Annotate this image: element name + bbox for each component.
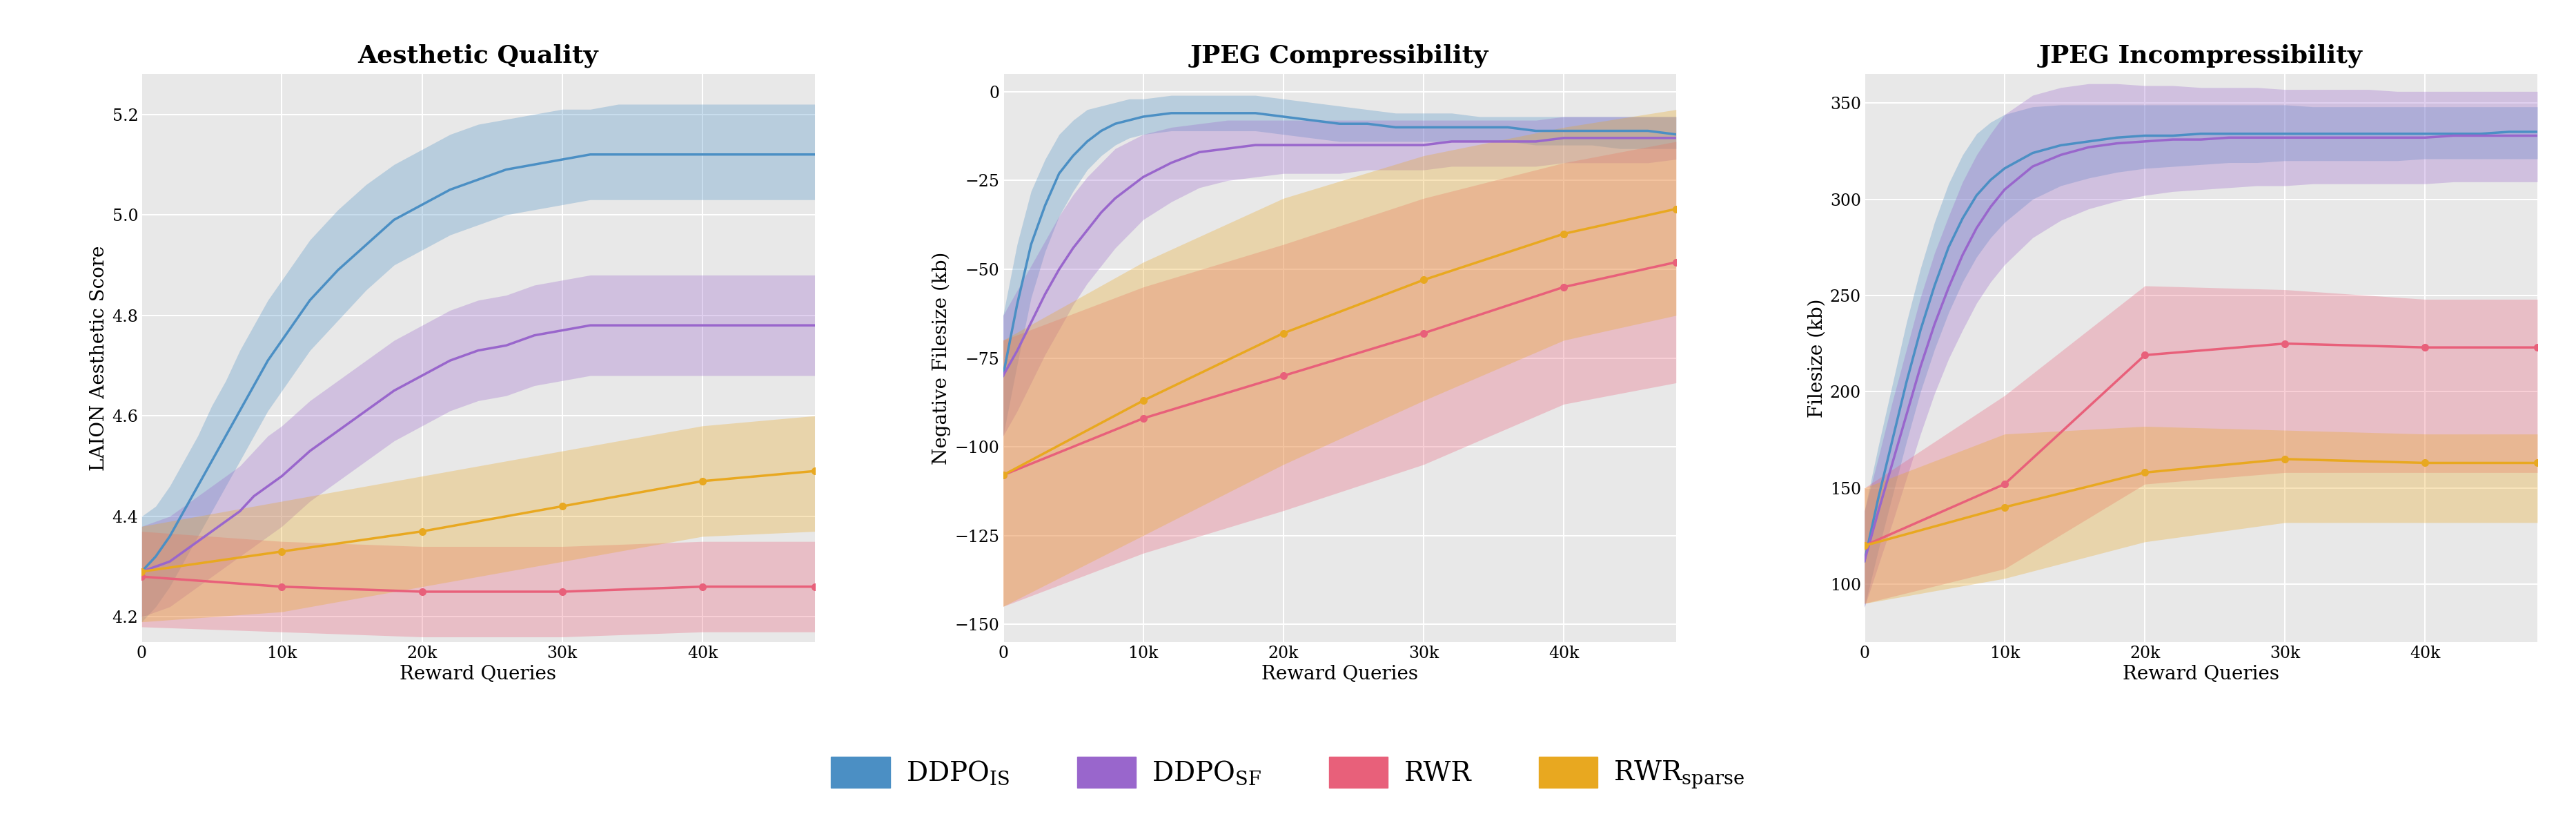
X-axis label: Reward Queries: Reward Queries bbox=[1262, 665, 1417, 684]
Legend: DDPO$_\mathrm{IS}$, DDPO$_\mathrm{SF}$, RWR, RWR$_\mathrm{sparse}$: DDPO$_\mathrm{IS}$, DDPO$_\mathrm{SF}$, … bbox=[819, 746, 1757, 802]
Title: JPEG Compressibility: JPEG Compressibility bbox=[1190, 44, 1489, 67]
Y-axis label: Filesize (kb): Filesize (kb) bbox=[1808, 299, 1826, 417]
Y-axis label: LAION Aesthetic Score: LAION Aesthetic Score bbox=[90, 245, 108, 471]
Title: JPEG Incompressibility: JPEG Incompressibility bbox=[2040, 44, 2362, 67]
X-axis label: Reward Queries: Reward Queries bbox=[2123, 665, 2280, 684]
Title: Aesthetic Quality: Aesthetic Quality bbox=[358, 44, 598, 67]
X-axis label: Reward Queries: Reward Queries bbox=[399, 665, 556, 684]
Y-axis label: Negative Filesize (kb): Negative Filesize (kb) bbox=[933, 252, 951, 464]
